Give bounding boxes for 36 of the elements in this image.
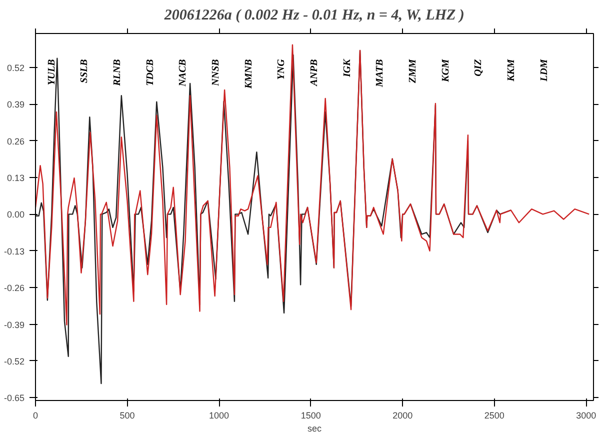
annotation: QIZ	[473, 59, 484, 76]
x-tick-label: 2000	[392, 410, 413, 420]
annotation: ZMM	[407, 58, 418, 84]
annotation: KKM	[506, 58, 517, 82]
chart-title: 20061226a ( 0.002 Hz - 0.01 Hz, n = 4, W, LHZ )	[163, 8, 464, 24]
annotation: SSLB	[79, 58, 90, 84]
y-tick-label: 0.13	[6, 172, 25, 183]
annotation: IGK	[342, 58, 353, 78]
x-tick-label: 500	[120, 410, 135, 420]
y-tick-label: 0.26	[6, 136, 25, 146]
x-tick-label: 1000	[209, 410, 230, 420]
annotation: NACB	[178, 58, 189, 88]
y-tick-label: -0.65	[4, 393, 24, 404]
annotation: YULB	[46, 58, 58, 86]
annotation: YNG	[276, 58, 288, 80]
line-series	[36, 44, 590, 326]
y-tick-label: -0.39	[4, 320, 24, 330]
annotation: KMNB	[243, 58, 254, 90]
annotation: RLNB	[112, 58, 124, 87]
x-tick-label: 2500	[484, 410, 504, 420]
y-tick-label: -0.26	[4, 283, 24, 294]
annotation: ANPB	[309, 58, 320, 87]
x-tick-label: 3000	[576, 410, 596, 420]
y-tick-label: 0.52	[6, 62, 25, 73]
y-tick-label: -0.13	[4, 246, 24, 256]
annotation: NNSB	[210, 58, 222, 87]
annotation: TDCB	[144, 58, 156, 86]
x-axis-title: sec	[307, 424, 322, 434]
y-tick-label: 0.00	[6, 210, 25, 220]
y-tick-label: 0.39	[6, 100, 25, 110]
annotation: MATB	[374, 58, 386, 88]
x-tick-label: 0	[32, 410, 38, 420]
annotation: LDM	[538, 58, 550, 82]
y-tick-label: -0.52	[4, 356, 24, 366]
x-tick-label: 1500	[300, 410, 321, 420]
annotation: KGM	[440, 58, 452, 83]
